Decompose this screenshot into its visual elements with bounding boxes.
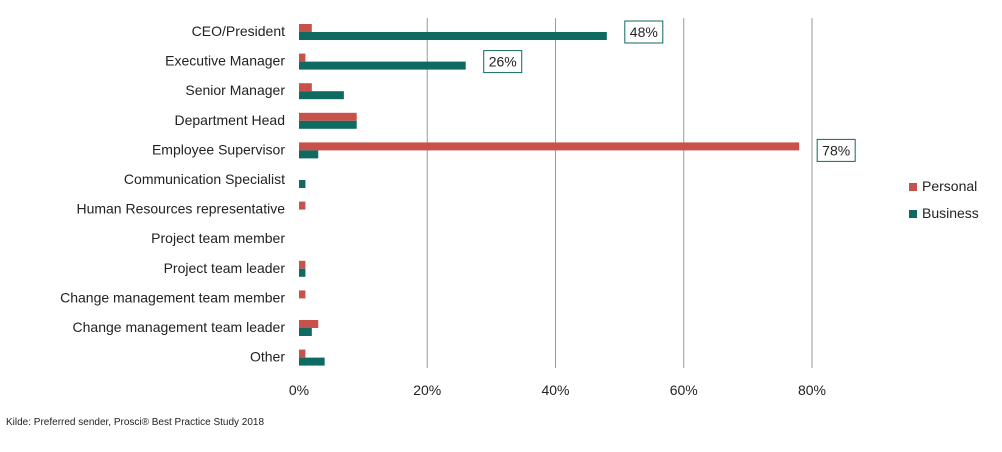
- bar-personal-10: [299, 320, 319, 328]
- category-label-1: Executive Manager: [165, 53, 285, 69]
- tick-label-1: 20%: [413, 382, 441, 398]
- bar-personal-0: [299, 24, 312, 32]
- bar-personal-9: [299, 290, 306, 299]
- category-label-11: Other: [250, 349, 285, 365]
- legend-swatch-personal: [909, 183, 917, 191]
- tick-label-3: 60%: [670, 382, 698, 398]
- category-label-7: Project team member: [151, 230, 285, 246]
- legend-swatch-business: [909, 210, 917, 218]
- bar-business-11: [299, 357, 325, 366]
- bar-business-5: [299, 180, 306, 188]
- bars: [299, 24, 800, 366]
- bar-personal-4: [299, 142, 800, 151]
- category-label-9: Change management team member: [60, 289, 285, 305]
- callout-box-1: [483, 50, 523, 74]
- bar-personal-8: [299, 260, 306, 269]
- callout-label-0: 48%: [630, 24, 658, 40]
- legend-label-personal: Personal: [922, 178, 977, 194]
- grid-lines: [426, 18, 813, 368]
- callout-label-2: 78%: [822, 142, 850, 158]
- callout-1: 26%: [483, 50, 523, 74]
- category-label-6: Human Resources representative: [76, 201, 285, 217]
- legend: Personal Business: [909, 178, 979, 221]
- bar-business-4: [299, 150, 319, 159]
- callout-box-2: [816, 138, 856, 162]
- tick-label-4: 80%: [798, 382, 826, 398]
- bar-personal-1: [299, 53, 306, 62]
- callouts: 48% 26% 78%: [483, 20, 856, 162]
- category-label-3: Department Head: [174, 112, 285, 128]
- callout-2: 78%: [816, 138, 856, 162]
- category-label-4: Employee Supervisor: [152, 141, 285, 157]
- source-note: Kilde: Preferred sender, Prosci® Best Pr…: [6, 417, 264, 428]
- bar-business-3: [299, 120, 357, 129]
- bar-business-2: [299, 91, 344, 100]
- category-label-0: CEO/President: [192, 23, 285, 39]
- callout-0: 48%: [624, 20, 664, 44]
- category-label-5: Communication Specialist: [124, 171, 285, 187]
- tick-label-0: 0%: [289, 382, 309, 398]
- bar-business-8: [299, 268, 306, 277]
- bar-business-0: [299, 32, 607, 40]
- tick-label-2: 40%: [541, 382, 569, 398]
- category-label-10: Change management team leader: [73, 319, 286, 335]
- bar-business-10: [299, 328, 312, 336]
- callout-box-0: [624, 20, 664, 44]
- category-label-2: Senior Manager: [185, 82, 285, 98]
- bar-personal-2: [299, 83, 312, 92]
- bar-business-1: [299, 61, 466, 70]
- legend-label-business: Business: [922, 205, 979, 221]
- bar-personal-6: [299, 201, 306, 210]
- bar-personal-11: [299, 349, 306, 358]
- callout-label-1: 26%: [489, 54, 517, 70]
- category-label-8: Project team leader: [164, 260, 286, 276]
- category-labels: CEO/President Executive Manager Senior Man…: [60, 23, 285, 365]
- bar-personal-3: [299, 112, 357, 121]
- x-axis-tick-labels: 0% 20% 40% 60% 80%: [289, 382, 826, 398]
